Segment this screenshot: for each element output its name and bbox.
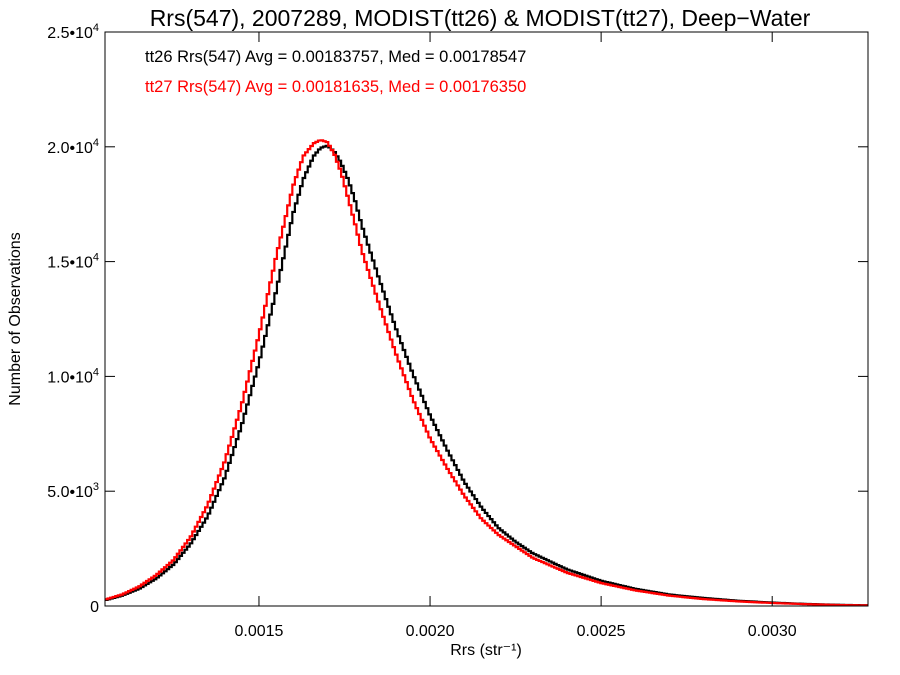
series-line-0	[105, 144, 869, 607]
series-line-1	[105, 139, 869, 607]
y-tick-label-0: 0	[90, 599, 99, 616]
y-tick-label-3: 1.5•104	[47, 252, 99, 272]
y-tick-label-5: 2.5•104	[47, 22, 99, 42]
x-tick-label-1: 0.0020	[406, 623, 455, 640]
y-tick-label-4: 2.0•104	[47, 137, 99, 157]
x-tick-label-2: 0.0025	[577, 623, 626, 640]
tick-layer: 0.0015 0.0020 0.0025 0.0030 0 5.0•103 1.0•104 1…	[47, 22, 868, 640]
y-axis-label: Number of Observations	[7, 232, 24, 405]
plot-frame	[104, 31, 869, 607]
y-tick-label-2: 1.0•104	[47, 366, 99, 386]
annotation-tt27: tt27 Rrs(547) Avg = 0.00181635, Med = 0.…	[145, 78, 526, 96]
x-tick-label-3: 0.0030	[748, 623, 797, 640]
x-tick-label-0: 0.0015	[234, 623, 283, 640]
annotation-tt26: tt26 Rrs(547) Avg = 0.00183757, Med = 0.…	[145, 48, 526, 66]
y-tick-label-1: 5.0•103	[47, 481, 99, 501]
series-layer	[105, 139, 869, 607]
x-axis-label: Rrs (str⁻¹)	[450, 642, 522, 659]
chart-title: Rrs(547), 2007289, MODIST(tt26) & MODIST…	[150, 5, 811, 31]
